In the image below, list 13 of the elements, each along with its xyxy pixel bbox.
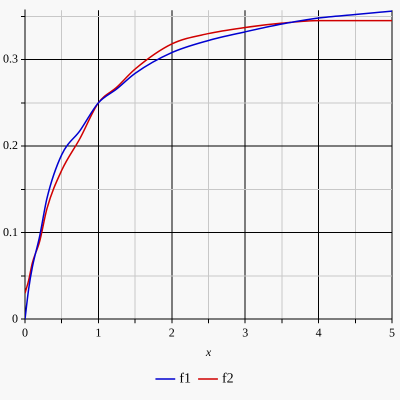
x-tick-label: 3 [242,326,248,340]
legend-label: f2 [222,372,234,387]
x-tick-label: 5 [389,326,395,340]
y-tick-label: 0.2 [3,138,18,152]
legend-label: f1 [179,372,192,387]
x-tick-label: 4 [316,326,322,340]
y-tick-label: 0.3 [3,52,18,66]
y-tick-label: 0 [12,311,18,326]
x-tick-label: 0 [22,326,28,340]
x-axis-title: x [204,344,212,359]
x-tick-label: 2 [168,326,175,340]
x-tick-label: 1 [95,326,102,340]
y-tick-label: 0.1 [3,224,18,239]
